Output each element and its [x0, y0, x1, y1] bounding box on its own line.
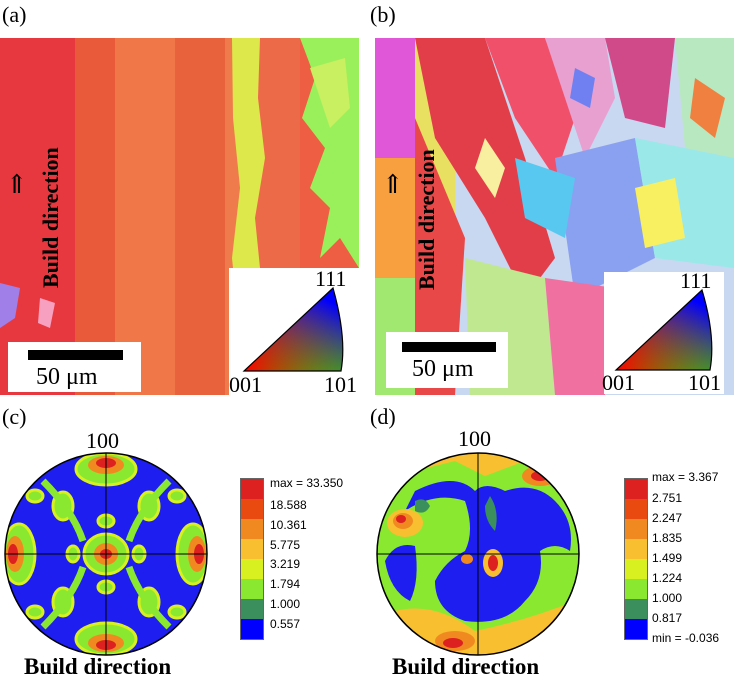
legend-swatch	[625, 559, 647, 579]
legend-value: max = 33.350	[270, 476, 344, 490]
pole-label-d: 100	[458, 426, 491, 451]
legend-value: 2.751	[652, 491, 683, 505]
legend-swatch	[241, 479, 263, 499]
legend-value: 3.219	[270, 557, 301, 571]
panel-label-c: (c)	[2, 404, 27, 429]
panel-label-d: (d)	[370, 404, 396, 429]
legend-swatch	[241, 579, 263, 599]
legend-swatch	[241, 539, 263, 559]
ipf-111-label-a: 111	[315, 266, 347, 291]
legend-swatch	[625, 619, 647, 639]
legend-value: 5.775	[270, 538, 301, 552]
scale-box-a: 50 μm	[8, 342, 141, 392]
scale-bar-b	[402, 342, 496, 352]
legend-value: max = 3.367	[652, 470, 719, 484]
legend-swatch	[625, 539, 647, 559]
scale-bar-a	[28, 350, 123, 360]
legend-swatch	[625, 579, 647, 599]
legend-value: 10.361	[270, 518, 307, 532]
ipf-key-b: 111 001 101	[602, 268, 724, 395]
legend-swatch	[241, 519, 263, 539]
legend-swatches-d	[624, 478, 648, 640]
legend-swatch	[625, 479, 647, 499]
pole-figure-d	[376, 452, 580, 656]
scale-label-a: 50 μm	[36, 364, 98, 390]
legend-value: 1.835	[652, 531, 683, 545]
ipf-101-label-b: 101	[688, 370, 721, 395]
legend-swatch	[241, 559, 263, 579]
panel-label-b: (b)	[370, 2, 396, 27]
up-arrow-icon-b: ⇑	[382, 170, 404, 199]
up-arrow-icon: ⇑	[6, 170, 28, 199]
legend-value: 18.588	[270, 498, 307, 512]
panel-label-a: (a)	[2, 2, 27, 27]
legend-swatch	[625, 599, 647, 619]
legend-swatch	[241, 499, 263, 519]
ipf-001-label-b: 001	[602, 370, 635, 395]
legend-swatches-c	[240, 478, 264, 640]
legend-swatch	[241, 599, 263, 619]
pole-label-c: 100	[86, 428, 119, 453]
legend-value: 1.499	[652, 551, 683, 565]
caption-build-direction-d: Build direction	[392, 654, 540, 679]
legend-value: 0.557	[270, 617, 301, 631]
build-direction-label-b: Build direction	[414, 149, 439, 290]
legend-swatch	[625, 519, 647, 539]
legend-value: min = -0.036	[652, 631, 720, 645]
legend-value: 1.224	[652, 571, 683, 585]
legend-value: 2.247	[652, 511, 683, 525]
ipf-111-label-b: 111	[680, 268, 712, 293]
scale-label-b: 50 μm	[412, 356, 474, 382]
build-direction-label-a: Build direction	[38, 147, 63, 288]
legend-value: 1.000	[652, 591, 683, 605]
legend-value: 1.000	[270, 597, 301, 611]
caption-build-direction-c: Build direction	[24, 654, 172, 679]
legend-swatch	[625, 499, 647, 519]
ipf-101-label-a: 101	[324, 372, 357, 397]
scale-box-b: 50 μm	[386, 332, 508, 388]
pole-figure-c	[4, 452, 208, 656]
legend-swatch	[241, 619, 263, 639]
legend-value: 0.817	[652, 611, 683, 625]
ipf-001-label-a: 001	[229, 372, 262, 397]
legend-value: 1.794	[270, 577, 301, 591]
ipf-key-a: 111 001 101	[229, 266, 359, 397]
